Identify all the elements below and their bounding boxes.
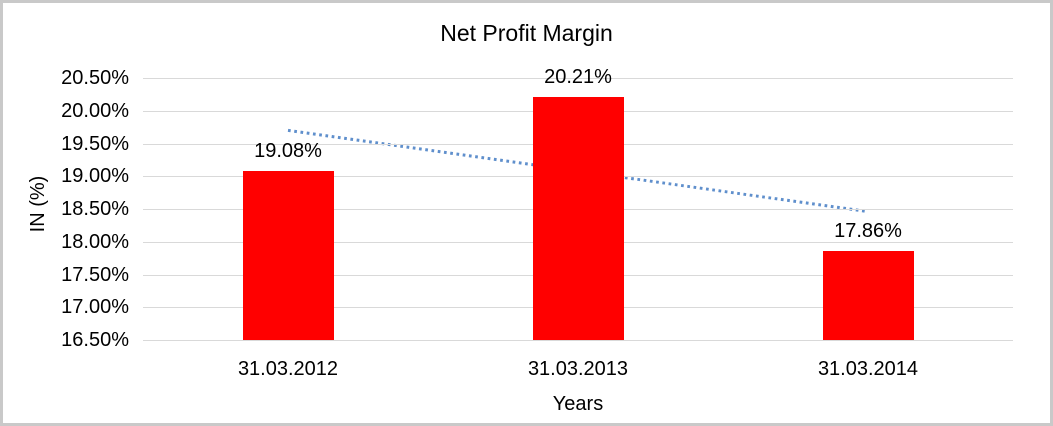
x-tick-label: 31.03.2013	[527, 358, 629, 380]
plot-area	[143, 78, 1013, 341]
y-tick-label: 17.50%	[61, 263, 129, 286]
bar-value-label: 19.08%	[254, 140, 322, 162]
y-tick-label: 20.50%	[61, 67, 129, 89]
y-tick-label: 17.00%	[61, 296, 129, 319]
x-tick-label: 31.03.2012	[237, 358, 339, 380]
bar-value-label: 17.86%	[834, 219, 902, 242]
chart-title: Net Profit Margin	[440, 20, 613, 46]
y-tick-label: 16.50%	[61, 329, 129, 351]
y-tick-label: 18.00%	[61, 230, 129, 253]
y-tick-label: 20.00%	[61, 99, 129, 122]
gridline	[143, 340, 1013, 341]
x-tick-label: 31.03.2014	[817, 358, 919, 380]
x-axis-title: Years	[552, 393, 604, 415]
y-tick-label: 19.50%	[61, 132, 129, 155]
bar	[242, 171, 334, 340]
y-tick-label: 18.50%	[61, 198, 129, 220]
bar	[532, 97, 624, 340]
bar-value-label: 20.21%	[544, 65, 612, 88]
y-tick-label: 19.00%	[61, 165, 129, 188]
bar	[822, 250, 914, 340]
gridline	[143, 78, 1013, 79]
